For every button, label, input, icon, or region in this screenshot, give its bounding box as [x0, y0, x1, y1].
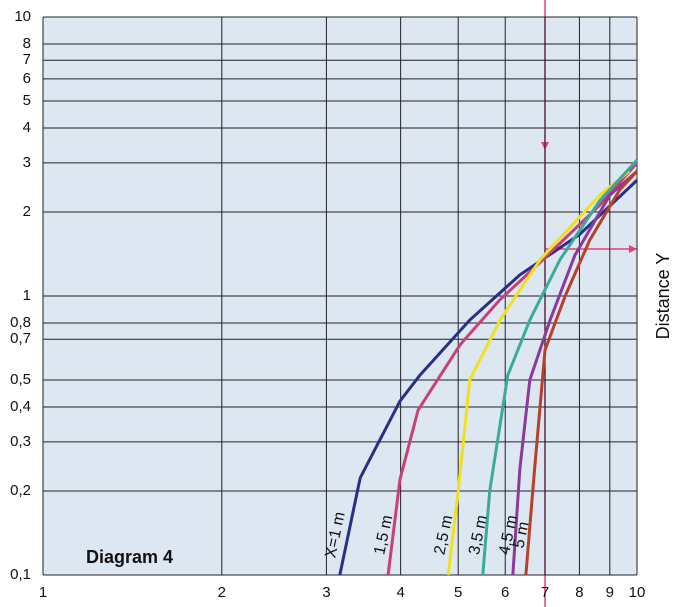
- y-tick-label: 10: [14, 8, 31, 25]
- y-tick-label: 8: [23, 35, 31, 52]
- y-tick-label: 0,7: [10, 330, 31, 347]
- x-tick-label: 2: [218, 584, 226, 601]
- y-tick-label: 5: [23, 92, 31, 109]
- x-tick-label: 8: [575, 584, 583, 601]
- x-tick-label: 4: [396, 584, 404, 601]
- x-tick-label: 9: [606, 584, 614, 601]
- x-tick-label: 3: [322, 584, 330, 601]
- chart-title: Diagram 4: [86, 547, 173, 567]
- x-tick-label: 5: [454, 584, 462, 601]
- line: [481, 159, 639, 576]
- x-tick-label: 1: [39, 584, 47, 601]
- line: [524, 170, 639, 576]
- y-tick-label: 3: [23, 154, 31, 171]
- x-tick-label: 7: [541, 584, 549, 601]
- y-tick-label: 0,4: [10, 398, 31, 415]
- y-tick-label: 0,5: [10, 371, 31, 388]
- y-tick-label: 1: [23, 287, 31, 304]
- y-tick-label: 7: [23, 51, 31, 68]
- x-tick-label: 6: [501, 584, 509, 601]
- y-tick-label: 6: [23, 70, 31, 87]
- y-tick-label: 4: [23, 119, 31, 136]
- line: [511, 170, 638, 576]
- y-axis-label: Distance Y: [653, 253, 673, 340]
- y-tick-label: 2: [23, 203, 31, 220]
- series-label: 5 m: [511, 520, 533, 550]
- line: [446, 170, 631, 576]
- y-tick-label: 0,8: [10, 314, 31, 331]
- y-tick-label: 0,2: [10, 482, 31, 499]
- line: [338, 179, 639, 576]
- x-tick-label: 10: [629, 584, 646, 601]
- y-tick-label: 0,1: [10, 566, 31, 583]
- y-tick-label: 0,3: [10, 433, 31, 450]
